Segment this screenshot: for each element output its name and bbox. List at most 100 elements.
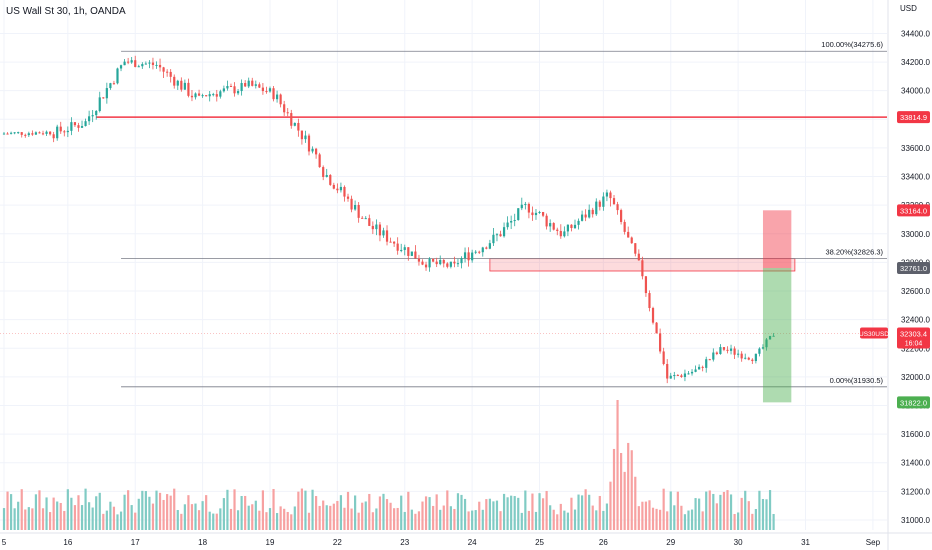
candle-body bbox=[212, 94, 215, 96]
candle-body bbox=[541, 211, 545, 216]
candle-body bbox=[768, 335, 772, 340]
volume-bar bbox=[407, 491, 410, 530]
candle-body bbox=[644, 276, 648, 294]
position-stop-zone[interactable] bbox=[762, 210, 792, 268]
volume-bar bbox=[297, 491, 300, 530]
candle-body bbox=[715, 352, 718, 354]
price-axis: 31000.031200.031400.031600.031800.032000… bbox=[859, 0, 930, 550]
candle-body bbox=[435, 261, 438, 265]
volume-bar bbox=[393, 508, 396, 530]
volume-bar bbox=[251, 504, 254, 530]
volume-bar bbox=[527, 510, 530, 530]
volume-bar bbox=[322, 500, 325, 530]
candle-body bbox=[708, 359, 711, 361]
candle-body bbox=[524, 203, 527, 205]
candle-body bbox=[123, 61, 126, 66]
volume-bar bbox=[598, 495, 601, 530]
volume-bar bbox=[20, 489, 23, 530]
candle-body bbox=[570, 224, 573, 229]
position-target-zone[interactable] bbox=[762, 267, 792, 403]
candle-body bbox=[701, 366, 704, 368]
candle-body bbox=[375, 224, 378, 230]
candle-body bbox=[290, 113, 293, 126]
candle-body bbox=[233, 86, 236, 94]
volume-bar bbox=[485, 499, 488, 530]
volume-bar bbox=[627, 442, 630, 530]
candle-body bbox=[208, 94, 211, 97]
candle-body bbox=[460, 258, 463, 264]
volume-bar bbox=[435, 494, 438, 530]
volume-bar bbox=[570, 497, 573, 530]
price-tick-label: 32200.0 bbox=[901, 344, 930, 353]
candle-body bbox=[595, 201, 598, 215]
candle-body bbox=[407, 247, 410, 256]
volume-bar bbox=[563, 510, 566, 530]
candle-body bbox=[396, 243, 399, 251]
candle-body bbox=[13, 132, 16, 134]
volume-bar bbox=[573, 509, 577, 530]
volume-bar bbox=[375, 508, 378, 530]
volume-bar bbox=[534, 511, 538, 530]
candle-body bbox=[495, 234, 499, 236]
volume-bar bbox=[733, 513, 736, 530]
fib-level-label: 0.00%(31930.5) bbox=[830, 376, 884, 385]
volume-bar bbox=[566, 512, 570, 530]
candle-body bbox=[91, 115, 94, 117]
candle-body bbox=[268, 88, 272, 92]
candle-body bbox=[34, 132, 38, 135]
time-tick-label: 22 bbox=[333, 538, 342, 547]
volume-bar bbox=[584, 489, 587, 530]
volume-bar bbox=[254, 500, 257, 530]
volume-bar bbox=[421, 501, 424, 530]
candle-body bbox=[155, 64, 158, 66]
position-tool[interactable] bbox=[762, 210, 792, 403]
time-tick-label: 16 bbox=[63, 538, 72, 547]
volume-bar bbox=[148, 496, 151, 530]
candle-body bbox=[240, 83, 243, 92]
candle-body bbox=[31, 133, 34, 135]
candle-body bbox=[251, 80, 254, 86]
volume-bar bbox=[293, 506, 296, 530]
candle-body bbox=[499, 234, 502, 237]
candle-body bbox=[190, 95, 194, 98]
volume-bar bbox=[56, 501, 59, 530]
time-tick-label: 5 bbox=[2, 538, 7, 547]
candle-body bbox=[244, 83, 247, 87]
candle-body bbox=[265, 91, 268, 93]
volume-bar bbox=[410, 509, 413, 530]
grid bbox=[0, 0, 887, 530]
volume-bar bbox=[155, 490, 158, 530]
volume-bar bbox=[634, 476, 637, 530]
candle-body bbox=[20, 132, 23, 135]
candle-body bbox=[520, 204, 523, 209]
volume-bar bbox=[538, 493, 541, 530]
volume-bar bbox=[59, 502, 62, 530]
candle-body bbox=[215, 94, 218, 97]
volume-bar bbox=[112, 506, 116, 530]
volume-bar bbox=[637, 506, 640, 530]
candle-body bbox=[772, 335, 775, 337]
candle-body bbox=[371, 225, 374, 230]
volume-bar bbox=[439, 509, 442, 530]
volume-bar bbox=[364, 501, 367, 530]
volume-bar bbox=[183, 504, 186, 530]
candle-body bbox=[729, 348, 733, 351]
candle-body bbox=[669, 375, 672, 379]
volume-bar bbox=[169, 495, 172, 530]
volume-bar bbox=[212, 513, 215, 530]
candle-body bbox=[446, 263, 449, 267]
volume-bar bbox=[52, 497, 55, 530]
volume-bar bbox=[329, 505, 332, 530]
volume-bar bbox=[258, 510, 261, 530]
volume-bar bbox=[541, 498, 545, 530]
candle-body bbox=[531, 212, 534, 216]
candle-body bbox=[754, 353, 757, 362]
candle-body bbox=[698, 366, 701, 370]
candle-body bbox=[293, 122, 296, 126]
candle-body bbox=[116, 68, 119, 84]
time-tick-label: 31 bbox=[801, 538, 810, 547]
volume-bar bbox=[460, 494, 463, 530]
price-tag bbox=[897, 204, 930, 217]
